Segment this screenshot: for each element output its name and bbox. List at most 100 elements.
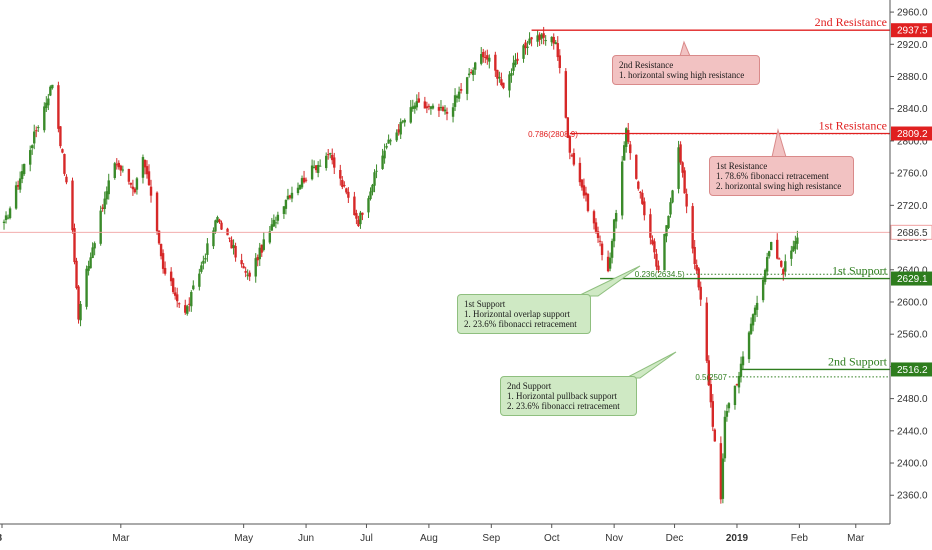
candle-body (101, 207, 104, 209)
annotation-line: 2nd Support (507, 381, 552, 391)
candle-body (693, 246, 696, 265)
candle-body (310, 165, 314, 180)
candle-body (403, 119, 406, 123)
candle-body (47, 98, 50, 106)
levels-layer: 2nd Resistance 1st Resistance 1st Support 2… (0, 15, 890, 382)
candle-body (657, 265, 660, 270)
candle-body (649, 214, 652, 238)
candle-body (16, 185, 20, 187)
annotation-line: 2nd Resistance (619, 60, 674, 70)
annotation-line: 1. horizontal swing high resistance (619, 70, 745, 80)
candle-body (755, 302, 759, 310)
candle-body (260, 244, 263, 253)
price-badge (890, 224, 932, 240)
candle-body (550, 36, 553, 43)
candle-body (115, 164, 118, 166)
candle-body (719, 443, 723, 500)
candle-body (540, 34, 543, 39)
candle-body (451, 107, 455, 117)
candle-body (677, 147, 680, 189)
candle-body (314, 165, 318, 171)
candle-body (723, 416, 727, 459)
callout-pointers (577, 40, 787, 379)
candle-body (439, 106, 443, 109)
candle-body (329, 153, 332, 155)
candle-body (685, 193, 688, 207)
candle-body (206, 243, 209, 255)
time-tick-label: Dec (666, 533, 684, 544)
candle-body (623, 145, 626, 161)
time-tick-label: Mar (112, 533, 130, 544)
candle-body (707, 360, 710, 386)
candle-body (87, 266, 90, 271)
candle-body (371, 184, 374, 193)
price-tick-label: 2800.0 (897, 136, 928, 147)
candle-body (341, 179, 344, 187)
price-tick-label: 2720.0 (897, 201, 928, 212)
candle-body (345, 188, 348, 193)
candle-body (469, 72, 473, 74)
callout-pointer (625, 351, 677, 379)
candle-body (614, 213, 618, 222)
candle-body (437, 107, 441, 111)
candle-body (782, 269, 785, 275)
candle-body (31, 145, 34, 148)
candle-body (542, 33, 545, 38)
candle-body (538, 34, 541, 40)
candle-body (220, 222, 223, 230)
price-tick-label: 2400.0 (897, 459, 928, 470)
candle-body (33, 131, 36, 144)
candle-body (381, 155, 384, 169)
candle-body (188, 303, 191, 305)
candle-body (600, 243, 604, 255)
time-tick-label: Feb (791, 533, 809, 544)
candle-body (586, 193, 590, 211)
candle-body (355, 213, 358, 219)
candle-body (459, 89, 463, 91)
candle-body (135, 178, 139, 190)
candle-body (157, 230, 161, 244)
candle-body (129, 182, 133, 185)
candle-body (178, 303, 181, 305)
callout-pointer (679, 40, 691, 57)
time-axis: 2018 Mar May Jun Jul Aug Sep Oct Nov Dec 2019 Feb Ma… (0, 523, 932, 550)
candle-body (113, 163, 116, 178)
candle-body (43, 106, 46, 131)
candle-body (625, 128, 628, 147)
candle-body (57, 85, 60, 129)
candle-body (409, 107, 412, 123)
price-badge-label: 2937.5 (897, 26, 928, 37)
candle-body (780, 260, 783, 267)
candle-body (61, 149, 64, 153)
candle-body (474, 62, 477, 70)
candle-body (14, 185, 18, 209)
candle-body (641, 192, 644, 204)
candle-body (385, 146, 388, 148)
candle-body (709, 384, 712, 403)
candle-body (411, 106, 414, 109)
candle-body (373, 172, 376, 186)
candle-body (262, 239, 265, 250)
candle-body (119, 165, 123, 171)
level-label: 1st Support (832, 264, 888, 278)
candle-body (778, 258, 781, 260)
candle-body (22, 163, 26, 175)
candle-body (327, 154, 330, 156)
time-tick-label: 2018 (0, 533, 2, 544)
price-tick-label: 2600.0 (897, 297, 928, 308)
candle-body (443, 109, 447, 112)
candle-body (359, 212, 362, 225)
candle-body (149, 186, 153, 196)
candle-body (268, 231, 272, 243)
candle-body (453, 95, 457, 107)
candle-body (508, 74, 511, 91)
candle-body (721, 458, 725, 499)
candle-body (2, 221, 6, 223)
annotation-line: 1st Resistance (716, 161, 768, 171)
candle-body (353, 196, 356, 216)
candle-body (486, 55, 489, 60)
price-tick-label: 2920.0 (897, 40, 928, 51)
candle-body (749, 323, 753, 334)
candle-body (767, 251, 771, 257)
candle-body (663, 233, 666, 271)
